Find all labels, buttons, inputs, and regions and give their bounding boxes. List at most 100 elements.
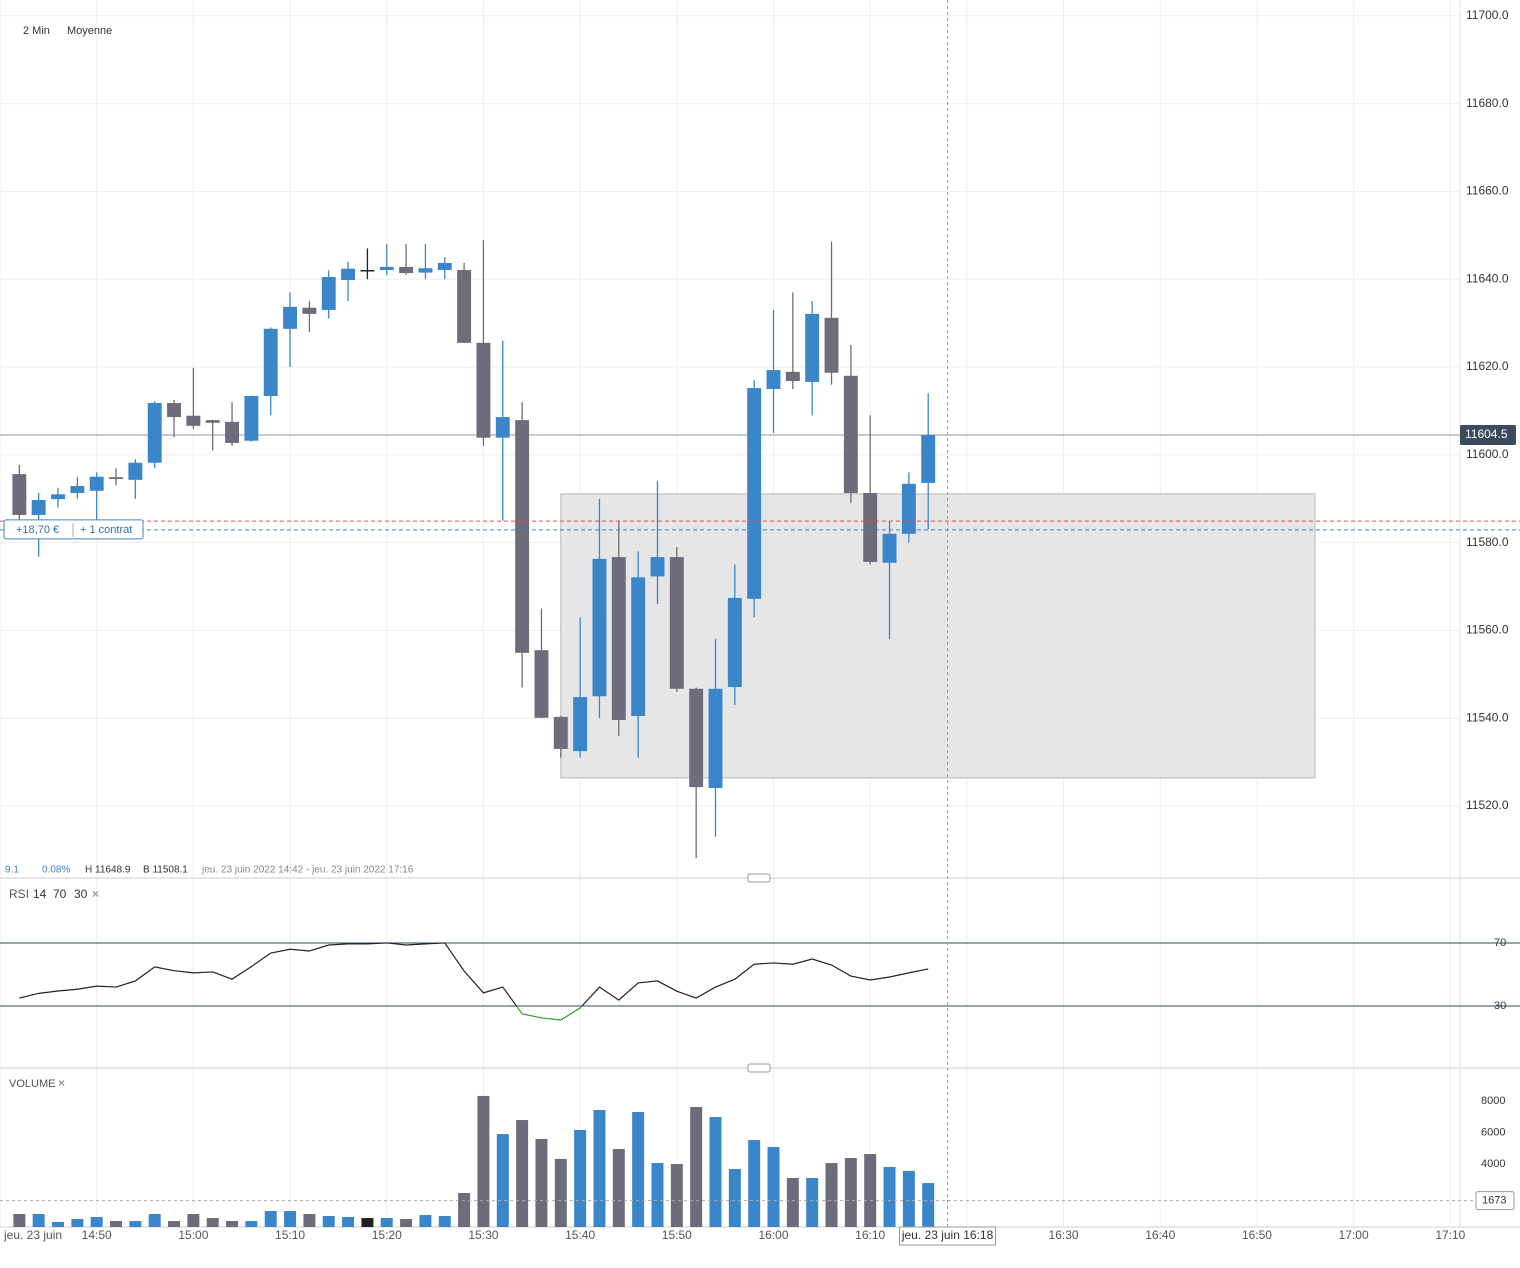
candle-body bbox=[882, 533, 897, 563]
volume-bar bbox=[32, 1214, 45, 1227]
volume-bar bbox=[226, 1221, 239, 1227]
volume-bar bbox=[748, 1140, 761, 1227]
candle-body bbox=[592, 558, 607, 697]
candle-body bbox=[921, 435, 936, 483]
x-tick-label: 15:40 bbox=[565, 1228, 595, 1242]
y-tick-label: 11700.0 bbox=[1466, 8, 1509, 22]
close-volume[interactable]: × bbox=[58, 1076, 65, 1090]
y-tick-label: 11520.0 bbox=[1466, 798, 1509, 812]
volume-bar bbox=[535, 1138, 548, 1227]
candle-body bbox=[805, 313, 820, 382]
x-tick-label: 14:50 bbox=[82, 1228, 112, 1242]
candle-body bbox=[186, 415, 201, 426]
x-tick-label: 15:00 bbox=[178, 1228, 208, 1242]
volume-bar bbox=[458, 1192, 471, 1227]
candle-body bbox=[302, 307, 317, 314]
candle-body bbox=[263, 328, 278, 396]
volume-bar bbox=[806, 1178, 819, 1227]
candle-body bbox=[650, 557, 665, 577]
rsi-param: 14 bbox=[33, 887, 47, 901]
candle-body bbox=[631, 577, 646, 717]
volume-bar bbox=[303, 1214, 316, 1227]
candle-body bbox=[669, 557, 684, 689]
candle-body bbox=[727, 597, 742, 688]
volume-bar bbox=[864, 1154, 877, 1227]
volume-bar bbox=[187, 1214, 200, 1227]
candle-body bbox=[225, 421, 240, 443]
volume-bar bbox=[148, 1214, 161, 1227]
candle-body bbox=[167, 403, 182, 418]
volume-bar bbox=[264, 1211, 277, 1227]
volume-bar bbox=[883, 1166, 896, 1227]
candle-body bbox=[534, 650, 549, 718]
x-tick-label: 16:50 bbox=[1242, 1228, 1272, 1242]
volume-tick-label: 6000 bbox=[1481, 1126, 1505, 1138]
y-tick-label: 11540.0 bbox=[1466, 710, 1509, 724]
y-tick-label: 11620.0 bbox=[1466, 359, 1509, 373]
candle-body bbox=[457, 269, 472, 343]
volume-bar bbox=[90, 1216, 103, 1227]
x-tick-label: 15:10 bbox=[275, 1228, 305, 1242]
volume-bar bbox=[245, 1221, 258, 1227]
candle-body bbox=[70, 485, 85, 493]
x-tick-label: 16:40 bbox=[1145, 1228, 1175, 1242]
candle-body bbox=[51, 494, 65, 500]
volume-bar bbox=[342, 1216, 355, 1227]
y-tick-label: 11680.0 bbox=[1466, 96, 1509, 110]
chart-style[interactable]: Moyenne bbox=[67, 25, 112, 37]
candle-body bbox=[689, 688, 704, 788]
y-tick-label: 11600.0 bbox=[1466, 447, 1509, 461]
volume-bar bbox=[709, 1117, 722, 1227]
candle-body bbox=[747, 388, 762, 599]
range: jeu. 23 juin 2022 14:42 - jeu. 23 juin 2… bbox=[201, 865, 414, 876]
panel-resize-handle[interactable] bbox=[747, 1063, 771, 1073]
zone bbox=[560, 493, 1316, 779]
y-tick-label: 11580.0 bbox=[1466, 535, 1509, 549]
candle-body bbox=[476, 342, 491, 438]
volume-bar bbox=[322, 1215, 335, 1227]
x-tick-label: 15:30 bbox=[468, 1228, 498, 1242]
candle-body bbox=[109, 477, 123, 479]
x-tick-label: 15:50 bbox=[662, 1228, 692, 1242]
crosshair-label: jeu. 23 juin 16:18 bbox=[901, 1228, 994, 1242]
close-rsi[interactable]: × bbox=[92, 887, 99, 901]
candle-body bbox=[360, 269, 375, 272]
volume-bar bbox=[786, 1178, 799, 1227]
volume-bar bbox=[284, 1211, 297, 1227]
volume-bar bbox=[825, 1163, 838, 1227]
high: H 11648.9 bbox=[85, 865, 131, 876]
crosshair-box bbox=[899, 1226, 997, 1246]
change: 9.1 bbox=[5, 865, 19, 876]
candle-body bbox=[515, 420, 530, 653]
position-size: + 1 contrat bbox=[80, 524, 132, 536]
candle-body bbox=[553, 716, 568, 749]
volume-bar bbox=[71, 1218, 84, 1227]
candle-body bbox=[321, 277, 336, 310]
x-tick-label: 17:10 bbox=[1435, 1228, 1465, 1242]
volume-bar bbox=[13, 1214, 26, 1227]
volume-bar bbox=[593, 1109, 606, 1227]
volume-bar bbox=[574, 1129, 587, 1227]
panel-resize-handle[interactable] bbox=[747, 873, 771, 883]
volume-bar bbox=[400, 1218, 413, 1227]
interval[interactable]: 2 Min bbox=[23, 25, 50, 37]
volume-bar bbox=[361, 1218, 374, 1227]
candle-body bbox=[766, 370, 781, 389]
candle-body bbox=[495, 417, 510, 438]
last-price-box bbox=[1460, 425, 1516, 446]
candle-body bbox=[843, 375, 858, 493]
volume-bar bbox=[728, 1169, 741, 1227]
volume-bar bbox=[438, 1215, 451, 1227]
y-tick-label: 11560.0 bbox=[1466, 623, 1509, 637]
candle-body bbox=[89, 476, 104, 491]
volume-bar bbox=[206, 1218, 219, 1227]
volume-bar bbox=[767, 1146, 780, 1227]
y-tick-label: 11660.0 bbox=[1466, 184, 1509, 198]
volume-bar bbox=[612, 1149, 625, 1227]
volume-reference-label: 1673 bbox=[1482, 1195, 1506, 1207]
candle-body bbox=[785, 371, 800, 382]
candle-body bbox=[147, 403, 162, 463]
volume-bar bbox=[168, 1221, 181, 1227]
